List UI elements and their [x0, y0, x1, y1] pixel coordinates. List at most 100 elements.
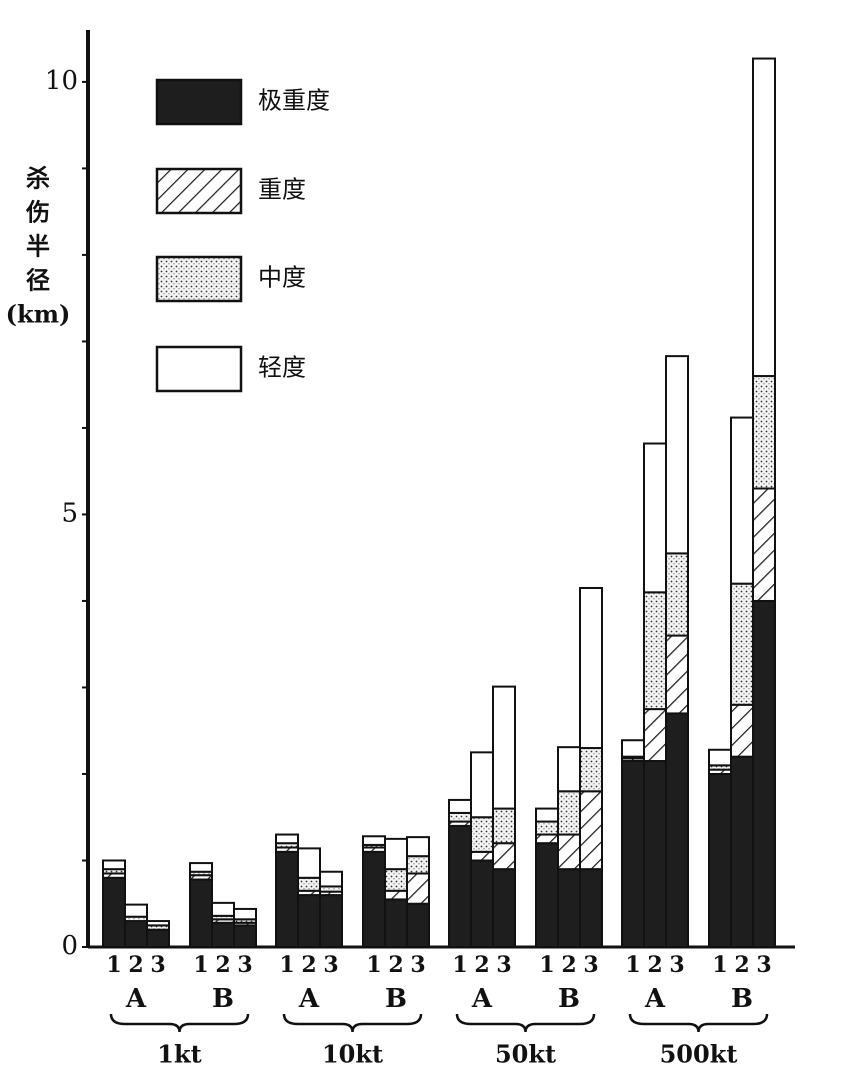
- bar-segment: [319, 894, 343, 949]
- bar-segment: [146, 920, 170, 927]
- bar-segment: [621, 739, 645, 758]
- bar-label: 3: [323, 952, 338, 978]
- subgroup-label: A: [125, 984, 147, 1014]
- bar-segment: [643, 591, 667, 711]
- y-tick-label: 0: [61, 931, 78, 961]
- bar-segment: [275, 833, 299, 845]
- bar-segment: [124, 903, 148, 918]
- group-label: 50kt: [495, 1040, 556, 1069]
- bar-segment: [146, 928, 170, 949]
- bar-segment: [492, 842, 516, 871]
- bar-label: 2: [474, 952, 489, 978]
- bar-segment: [579, 586, 603, 750]
- group-label: 1kt: [157, 1040, 201, 1069]
- bar-label: 1: [712, 952, 727, 978]
- bar-label: 2: [301, 952, 316, 978]
- bar-segment: [406, 855, 430, 875]
- subgroup-label: A: [644, 984, 666, 1014]
- bar-segment: [406, 836, 430, 858]
- bar-segment: [730, 755, 754, 949]
- bar-segment: [730, 416, 754, 585]
- bar-segment: [275, 850, 299, 948]
- bar-label: 1: [193, 952, 208, 978]
- bar-segment: [448, 824, 472, 948]
- bar-segment: [621, 760, 645, 948]
- bar-segment: [535, 833, 559, 845]
- bar-label: 3: [410, 952, 425, 978]
- bar-segment: [448, 798, 472, 814]
- legend-swatch: [155, 78, 243, 126]
- bar-label: 2: [215, 952, 230, 978]
- bar-label: 3: [583, 952, 598, 978]
- bar-segment: [470, 751, 494, 819]
- bar-segment: [708, 772, 732, 949]
- bar-segment: [492, 807, 516, 845]
- bar-segment: [535, 820, 559, 836]
- bar-segment: [233, 924, 257, 948]
- legend-label: 极重度: [258, 87, 330, 115]
- bar-segment: [557, 746, 581, 793]
- bar-segment: [406, 902, 430, 949]
- y-axis-label: (km): [6, 300, 71, 329]
- bar-label: 2: [647, 952, 662, 978]
- bar-label: 1: [539, 952, 554, 978]
- group-label: 500kt: [660, 1040, 738, 1069]
- bar-segment: [189, 862, 213, 873]
- bar-segment: [665, 552, 689, 637]
- bar-segment: [643, 760, 667, 948]
- bar-segment: [189, 878, 213, 948]
- bar-label: 2: [388, 952, 403, 978]
- bar-segment: [102, 876, 126, 949]
- bar-segment: [557, 868, 581, 948]
- bar-segment: [665, 355, 689, 555]
- bar-segment: [297, 876, 321, 892]
- bar-label: 3: [756, 952, 771, 978]
- bar-segment: [492, 685, 516, 810]
- bar-segment: [319, 870, 343, 888]
- subgroup-label: B: [558, 984, 580, 1014]
- bar-segment: [124, 920, 148, 949]
- y-axis-label: 半: [26, 232, 50, 261]
- bar-segment: [362, 850, 386, 948]
- subgroup-label: A: [471, 984, 493, 1014]
- bar-segment: [211, 921, 235, 948]
- bar-segment: [579, 868, 603, 948]
- bar-segment: [535, 807, 559, 823]
- bar-label: 3: [237, 952, 252, 978]
- legend-label: 重度: [258, 176, 306, 204]
- legend-label: 中度: [258, 264, 306, 292]
- bar-segment: [535, 842, 559, 948]
- bar-label: 3: [496, 952, 511, 978]
- bar-segment: [470, 816, 494, 853]
- bar-segment: [730, 582, 754, 706]
- bar-segment: [752, 487, 776, 602]
- bar-segment: [470, 850, 494, 862]
- bar-label: 1: [279, 952, 294, 978]
- bar-segment: [384, 898, 408, 948]
- bar-segment: [643, 442, 667, 594]
- bar-segment: [406, 872, 430, 905]
- bar-segment: [384, 837, 408, 871]
- brace: [628, 1013, 769, 1033]
- bar-segment: [448, 811, 472, 823]
- subgroup-label: B: [212, 984, 234, 1014]
- brace: [455, 1013, 596, 1033]
- bar-segment: [233, 907, 257, 921]
- legend-swatch: [155, 345, 243, 393]
- bar-label: 2: [128, 952, 143, 978]
- bar-segment: [297, 894, 321, 949]
- bar-label: 2: [734, 952, 749, 978]
- legend-swatch: [155, 255, 243, 303]
- bar-segment: [362, 835, 386, 846]
- y-axis-label: 伤: [25, 198, 50, 227]
- bar-segment: [730, 703, 754, 758]
- bar-segment: [211, 901, 235, 917]
- brace: [282, 1013, 423, 1033]
- bar-segment: [579, 747, 603, 793]
- subgroup-label: B: [385, 984, 407, 1014]
- legend-swatch: [155, 167, 243, 215]
- bar-label: 1: [366, 952, 381, 978]
- bar-segment: [557, 833, 581, 871]
- subgroup-label: B: [731, 984, 753, 1014]
